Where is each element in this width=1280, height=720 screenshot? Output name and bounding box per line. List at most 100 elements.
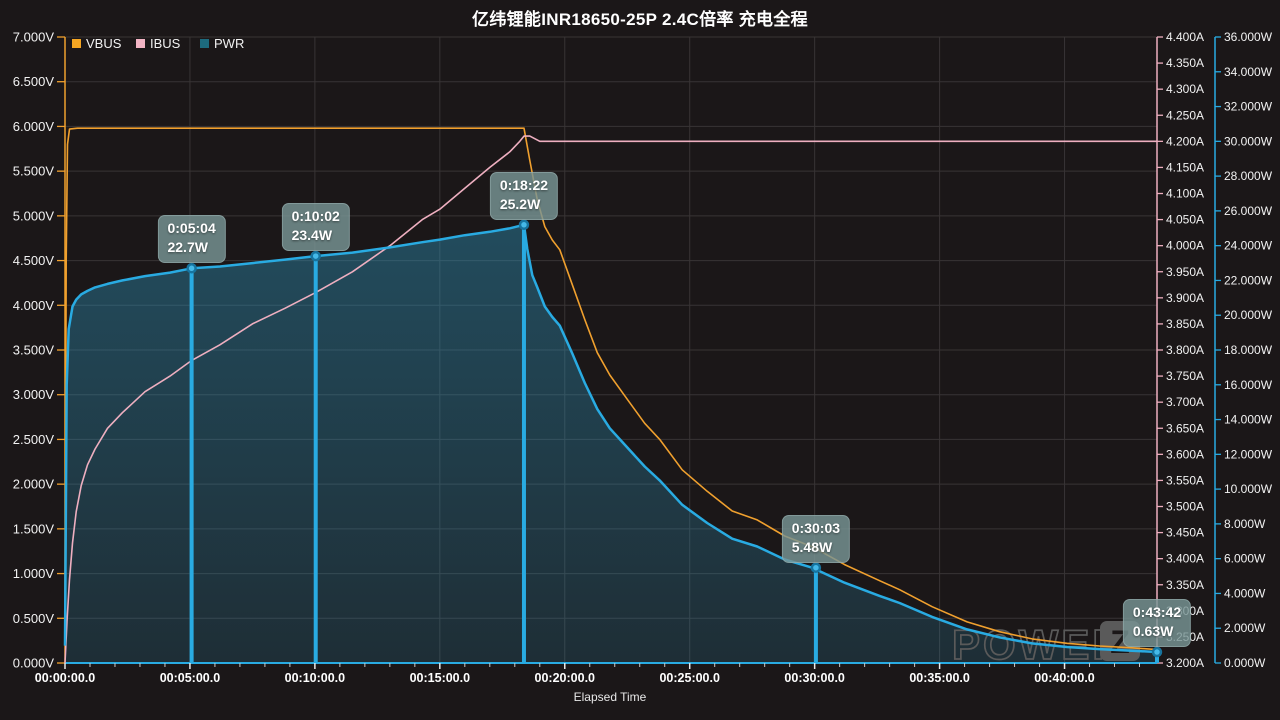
current-axis-label: 4.350A [1166,56,1204,70]
current-axis-label: 3.900A [1166,291,1204,305]
annotation-time: 0:05:04 [167,220,216,237]
power-axis-label: 0.000W [1224,656,1266,670]
current-axis-label: 3.750A [1166,369,1204,383]
current-axis-label: 3.850A [1166,317,1204,331]
current-axis-label: 3.450A [1166,526,1204,540]
annotation-callout[interactable]: 0:18:22 25.2W [489,171,559,220]
page-title: 亿纬锂能INR18650-25P 2.4C倍率 充电全程 [472,10,808,29]
legend-item-pwr[interactable]: PWR [200,37,264,50]
time-axis-label: 00:15:00.0 [410,671,471,685]
annotation-callout[interactable]: 0:43:42 0.63W [1122,599,1192,648]
vbus-swatch-icon [72,39,81,48]
power-axis-label: 36.000W [1224,30,1273,44]
current-axis-label: 3.800A [1166,343,1204,357]
time-axis-label: 00:30:00.0 [784,671,845,685]
voltage-axis-label: 4.000V [13,298,55,313]
voltage-axis-label: 1.500V [13,521,55,536]
power-axis-label: 6.000W [1224,552,1266,566]
power-axis-label: 18.000W [1224,343,1273,357]
current-axis-label: 3.950A [1166,265,1204,279]
annotation-marker [810,562,822,573]
time-axis-label: 00:20:00.0 [535,671,596,685]
annotation-time: 0:30:03 [791,519,841,536]
annotation-callout[interactable]: 0:10:02 23.4W [281,203,350,252]
voltage-axis-label: 3.000V [13,387,55,402]
current-axis-label: 3.550A [1166,473,1204,487]
current-axis-label: 4.150A [1166,160,1204,174]
time-axis-label: 00:05:00.0 [160,671,221,685]
current-axis-label: 3.400A [1166,552,1204,566]
voltage-axis-label: 2.000V [13,477,55,492]
voltage-axis-label: 6.500V [13,74,55,89]
voltage-axis-label: 1.000V [13,566,55,581]
time-axis-label: 00:35:00.0 [909,671,970,685]
annotation-time: 0:10:02 [291,208,340,225]
power-axis-label: 22.000W [1224,273,1273,287]
legend: VBUS IBUS PWR [72,37,264,50]
pwr-swatch-icon [200,39,209,48]
voltage-axis-label: 3.500V [13,343,55,358]
power-axis-label: 4.000W [1224,586,1266,600]
power-axis-label: 28.000W [1224,169,1273,183]
current-axis-label: 4.050A [1166,213,1204,227]
current-axis-label: 4.250A [1166,108,1204,122]
annotation-time: 0:18:22 [499,176,549,193]
power-axis-label: 16.000W [1224,378,1273,392]
annotation-callout[interactable]: 0:30:03 5.48W [781,514,851,563]
power-axis-label: 30.000W [1224,134,1273,148]
pwr-area [65,224,1157,664]
power-axis-label: 34.000W [1224,65,1273,79]
legend-label-pwr: PWR [214,36,245,51]
x-axis-title: Elapsed Time [573,690,647,704]
voltage-axis-label: 2.500V [13,432,55,447]
annotation-callout[interactable]: 0:05:04 22.7W [157,215,226,264]
current-axis-label: 3.650A [1166,421,1204,435]
voltage-axis-label: 6.000V [13,119,55,134]
annotation-marker [1151,646,1163,658]
pwr-area-fill [65,224,1157,664]
power-axis-label: 8.000W [1224,517,1266,531]
current-axis-label: 4.200A [1166,134,1204,148]
annotation-markers [186,219,1163,663]
power-axis-label: 26.000W [1224,204,1273,218]
current-axis-label: 3.500A [1166,500,1204,514]
power-axis-label: 12.000W [1224,447,1273,461]
annotation-marker [310,250,321,262]
current-axis-label: 3.350A [1166,578,1204,592]
legend-label-ibus: IBUS [150,36,181,51]
current-axis-label: 3.700A [1166,395,1204,409]
annotation-value: 23.4W [291,227,333,244]
time-axis-label: 00:00:00.0 [35,671,96,685]
voltage-axis-label: 4.500V [13,253,55,268]
voltage-axis-label: 7.000V [13,30,55,45]
pwr-line [63,223,1158,654]
current-axis-label: 4.000A [1166,239,1204,253]
current-axis-label: 3.200A [1166,656,1204,670]
voltage-axis-label: 0.000V [13,656,55,671]
power-axis-label: 10.000W [1224,482,1273,496]
current-axis-label: 4.300A [1166,82,1204,96]
series-lines [63,127,1158,664]
vbus-line [64,127,1158,651]
ibus-swatch-icon [136,39,145,48]
power-axis-label: 24.000W [1224,239,1273,253]
annotation-value: 22.7W [167,239,208,256]
voltage-axis-label: 0.500V [13,611,55,626]
legend-item-ibus[interactable]: IBUS [136,37,200,50]
current-axis-label: 4.400A [1166,30,1204,44]
time-axis-label: 00:25:00.0 [659,671,720,685]
current-axis-label: 4.100A [1166,187,1204,201]
legend-item-vbus[interactable]: VBUS [72,37,136,50]
power-axis-label: 20.000W [1224,308,1273,322]
annotation-marker [186,263,197,274]
current-axis-label: 3.600A [1166,447,1204,461]
ibus-line [64,135,1157,664]
annotation-time: 0:43:42 [1132,604,1182,621]
power-axis-label: 2.000W [1224,621,1266,635]
annotation-value: 25.2W [499,195,541,212]
legend-label-vbus: VBUS [86,36,122,51]
voltage-axis-label: 5.000V [13,208,55,223]
time-axis-label: 00:10:00.0 [285,671,346,685]
